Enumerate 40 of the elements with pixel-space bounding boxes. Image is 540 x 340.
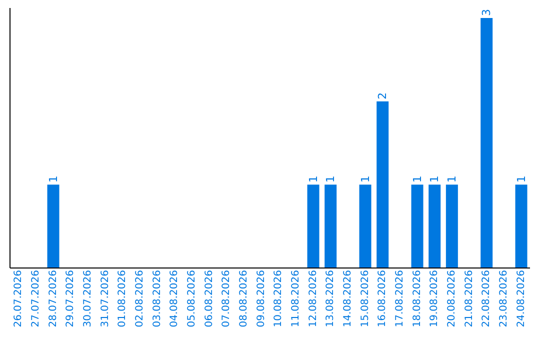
- data-label: 1: [410, 176, 424, 183]
- data-label: 2: [376, 92, 390, 100]
- x-tick-label: 31.07.2026: [100, 270, 111, 328]
- x-tick-label: 07.08.2026: [221, 270, 232, 328]
- x-tick-label: 28.07.2026: [48, 270, 59, 328]
- x-tick-label: 27.07.2026: [30, 270, 42, 328]
- data-label: 1: [324, 176, 338, 183]
- x-tick-label: 15.08.2026: [360, 270, 371, 328]
- x-tick-label: 06.08.2026: [204, 270, 215, 328]
- x-tick-label: 12.08.2026: [308, 270, 319, 328]
- x-tick-label: 11.08.2026: [290, 270, 302, 328]
- x-tick-label: 22.08.2026: [481, 270, 492, 328]
- x-tick-label: 16.08.2026: [377, 270, 388, 328]
- x-tick-label: 29.07.2026: [65, 270, 76, 328]
- data-label: 3: [480, 9, 494, 16]
- x-tick-label: 30.07.2026: [82, 270, 94, 328]
- data-label: 1: [46, 176, 60, 183]
- x-tick-label: 17.08.2026: [394, 270, 406, 328]
- x-tick-label: 24.08.2026: [516, 270, 527, 328]
- x-tick-label: 13.08.2026: [325, 270, 336, 328]
- x-tick-label: 10.08.2026: [273, 270, 284, 328]
- data-label: 1: [428, 176, 442, 183]
- x-tick-label: 08.08.2026: [238, 270, 250, 328]
- x-tick-label: 14.08.2026: [342, 270, 354, 328]
- x-tick-label: 19.08.2026: [429, 270, 440, 328]
- x-tick-label: 05.08.2026: [186, 270, 198, 328]
- x-tick-label: 03.08.2026: [152, 270, 163, 328]
- x-tick-label: 04.08.2026: [169, 270, 180, 328]
- data-label: 1: [514, 176, 528, 183]
- x-tick-label: 18.08.2026: [412, 270, 423, 328]
- x-tick-label: 01.08.2026: [117, 270, 128, 328]
- data-label: 1: [306, 176, 320, 183]
- x-tick-label: 21.08.2026: [464, 270, 475, 328]
- x-tick-label: 20.08.2026: [446, 270, 458, 328]
- data-label: 1: [358, 176, 372, 183]
- x-tick-label: 02.08.2026: [134, 270, 146, 328]
- x-tick-label: 09.08.2026: [256, 270, 267, 328]
- data-label: 1: [445, 176, 458, 183]
- x-tick-label: 23.08.2026: [498, 270, 510, 328]
- x-tick-label: 26.07.2026: [13, 270, 24, 328]
